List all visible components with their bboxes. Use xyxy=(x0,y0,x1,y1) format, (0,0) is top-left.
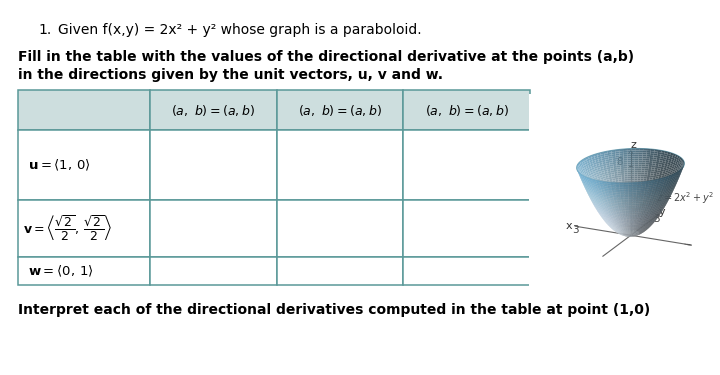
Text: Interpret each of the directional derivatives computed in the table at point (1,: Interpret each of the directional deriva… xyxy=(18,303,650,317)
Text: Fill in the table with the values of the directional derivative at the points (a: Fill in the table with the values of the… xyxy=(18,50,634,64)
Bar xyxy=(150,200,276,257)
Bar xyxy=(276,90,403,130)
Bar xyxy=(403,90,530,130)
Bar xyxy=(18,200,150,257)
Text: $(a,\ b) = (a, b)$: $(a,\ b) = (a, b)$ xyxy=(425,102,508,117)
Bar xyxy=(18,130,150,200)
Bar xyxy=(18,90,150,130)
Text: 1.: 1. xyxy=(38,23,51,37)
Text: $(a,\ b) = (a, b)$: $(a,\ b) = (a, b)$ xyxy=(171,102,256,117)
Bar xyxy=(403,257,530,285)
Bar xyxy=(403,200,530,257)
Text: $\mathbf{u} = \langle 1,\, 0\rangle$: $\mathbf{u} = \langle 1,\, 0\rangle$ xyxy=(28,158,91,172)
Bar xyxy=(276,200,403,257)
Text: Given f(x,y) = 2x² + y² whose graph is a paraboloid.: Given f(x,y) = 2x² + y² whose graph is a… xyxy=(58,23,422,37)
Bar xyxy=(150,90,276,130)
Text: $\mathbf{v} = \left\langle \dfrac{\sqrt{2}}{2},\, \dfrac{\sqrt{2}}{2}\right\rang: $\mathbf{v} = \left\langle \dfrac{\sqrt{… xyxy=(23,214,112,243)
Text: $\mathbf{w} = \langle 0,\, 1\rangle$: $\mathbf{w} = \langle 0,\, 1\rangle$ xyxy=(28,263,94,279)
Bar xyxy=(150,130,276,200)
Bar xyxy=(18,257,150,285)
Text: $(a,\ b) = (a, b)$: $(a,\ b) = (a, b)$ xyxy=(298,102,382,117)
Bar xyxy=(276,130,403,200)
Text: in the directions given by the unit vectors, u, v and w.: in the directions given by the unit vect… xyxy=(18,68,443,82)
Bar xyxy=(150,257,276,285)
Bar xyxy=(403,130,530,200)
Bar xyxy=(276,257,403,285)
